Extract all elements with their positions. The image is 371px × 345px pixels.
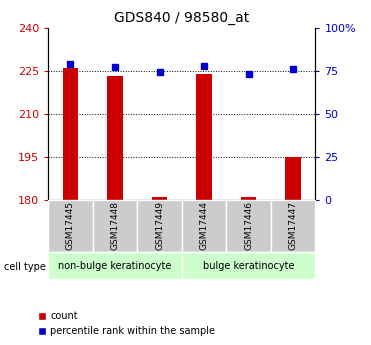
- FancyBboxPatch shape: [182, 252, 315, 279]
- Bar: [107, 77, 123, 200]
- Bar: [196, 73, 212, 200]
- Text: GSM17444: GSM17444: [200, 201, 209, 250]
- Text: non-bulge keratinocyte: non-bulge keratinocyte: [58, 261, 172, 270]
- Text: GSM17445: GSM17445: [66, 201, 75, 250]
- Bar: [285, 157, 301, 200]
- FancyBboxPatch shape: [182, 200, 226, 252]
- FancyBboxPatch shape: [226, 200, 271, 252]
- Text: cell type: cell type: [4, 263, 46, 272]
- FancyBboxPatch shape: [137, 200, 182, 252]
- FancyBboxPatch shape: [48, 252, 182, 279]
- FancyBboxPatch shape: [48, 200, 93, 252]
- Bar: [241, 197, 256, 200]
- Text: bulge keratinocyte: bulge keratinocyte: [203, 261, 294, 270]
- Title: GDS840 / 98580_at: GDS840 / 98580_at: [114, 11, 249, 25]
- Bar: [63, 68, 78, 200]
- Text: GSM17449: GSM17449: [155, 201, 164, 250]
- Text: GSM17446: GSM17446: [244, 201, 253, 250]
- FancyBboxPatch shape: [271, 200, 315, 252]
- Legend: count, percentile rank within the sample: count, percentile rank within the sample: [35, 307, 219, 340]
- Bar: [152, 197, 167, 200]
- Text: GSM17448: GSM17448: [111, 201, 119, 250]
- Text: GSM17447: GSM17447: [289, 201, 298, 250]
- FancyBboxPatch shape: [93, 200, 137, 252]
